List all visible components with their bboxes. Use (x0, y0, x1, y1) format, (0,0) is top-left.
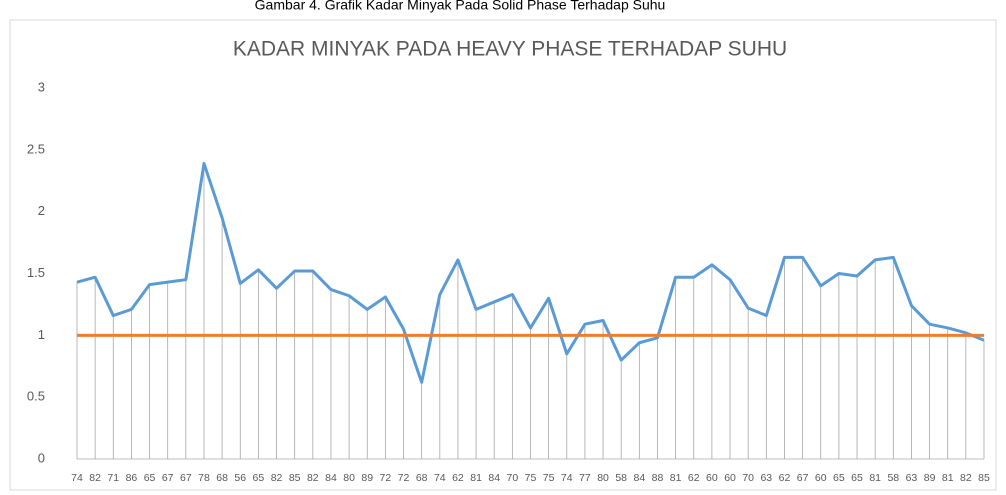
chart-border (9, 19, 997, 491)
x-tick-label: 82 (307, 472, 319, 484)
x-tick-label: 62 (779, 472, 791, 484)
x-tick-label: 65 (144, 472, 156, 484)
series-line (76, 161, 985, 384)
x-tick-label: 70 (742, 472, 754, 484)
x-tick-label: 65 (833, 472, 845, 484)
x-tick-label: 74 (434, 472, 446, 484)
x-tick-label: 81 (470, 472, 482, 484)
chart-title: KADAR MINYAK PADA HEAVY PHASE TERHADAP S… (233, 38, 787, 61)
x-tick-label: 84 (633, 472, 645, 484)
x-tick-label: 67 (797, 472, 809, 484)
x-tick-label: 75 (543, 472, 555, 484)
x-tick-label: 68 (416, 472, 428, 484)
x-tick-label: 82 (271, 472, 283, 484)
x-tick-label: 67 (162, 472, 174, 484)
x-tick-label: 60 (706, 472, 718, 484)
x-tick-label: 89 (361, 472, 373, 484)
x-tick-label: 60 (815, 472, 827, 484)
x-tick-label: 84 (325, 472, 337, 484)
y-tick-label: 1 (38, 327, 45, 342)
x-tick-label: 88 (652, 472, 664, 484)
y-tick-label: 2 (38, 203, 45, 218)
x-tick-label: 86 (126, 472, 138, 484)
x-tick-label: 82 (89, 472, 101, 484)
x-tick-label: 85 (289, 472, 301, 484)
x-tick-label: 85 (978, 472, 990, 484)
y-tick-label: 1.5 (27, 265, 45, 280)
x-tick-label: 84 (488, 472, 500, 484)
x-tick-label: 62 (452, 472, 464, 484)
x-tick-label: 78 (198, 472, 210, 484)
x-tick-label: 80 (597, 472, 609, 484)
x-tick-label: 75 (525, 472, 537, 484)
x-tick-label: 65 (253, 472, 265, 484)
x-tick-label: 68 (216, 472, 228, 484)
x-tick-label: 70 (507, 472, 519, 484)
x-tick-label: 63 (760, 472, 772, 484)
x-tick-label: 65 (851, 472, 863, 484)
x-tick-label: 74 (561, 472, 573, 484)
x-tick-label: 72 (380, 472, 392, 484)
x-tick-label: 81 (869, 472, 881, 484)
x-tick-label: 81 (670, 472, 682, 484)
x-tick-label: 58 (615, 472, 627, 484)
x-tick-label: 74 (71, 472, 83, 484)
x-tick-label: 72 (398, 472, 410, 484)
x-tick-label: 82 (960, 472, 972, 484)
x-tick-label: 62 (688, 472, 700, 484)
caption: Gambar 4. Grafik Kadar Minyak Pada Solid… (255, 0, 666, 13)
x-tick-label: 81 (942, 472, 954, 484)
y-tick-label: 0.5 (27, 389, 45, 404)
y-tick-label: 2.5 (27, 141, 45, 156)
x-tick-label: 63 (906, 472, 918, 484)
x-tick-label: 89 (924, 472, 936, 484)
x-tick-label: 71 (107, 472, 119, 484)
x-tick-label: 58 (887, 472, 899, 484)
x-tick-label: 56 (234, 472, 246, 484)
x-tick-label: 60 (724, 472, 736, 484)
x-tick-label: 77 (579, 472, 591, 484)
y-tick-label: 0 (38, 450, 45, 465)
x-tick-label: 67 (180, 472, 192, 484)
x-tick-label: 80 (343, 472, 355, 484)
y-tick-label: 3 (38, 79, 45, 94)
